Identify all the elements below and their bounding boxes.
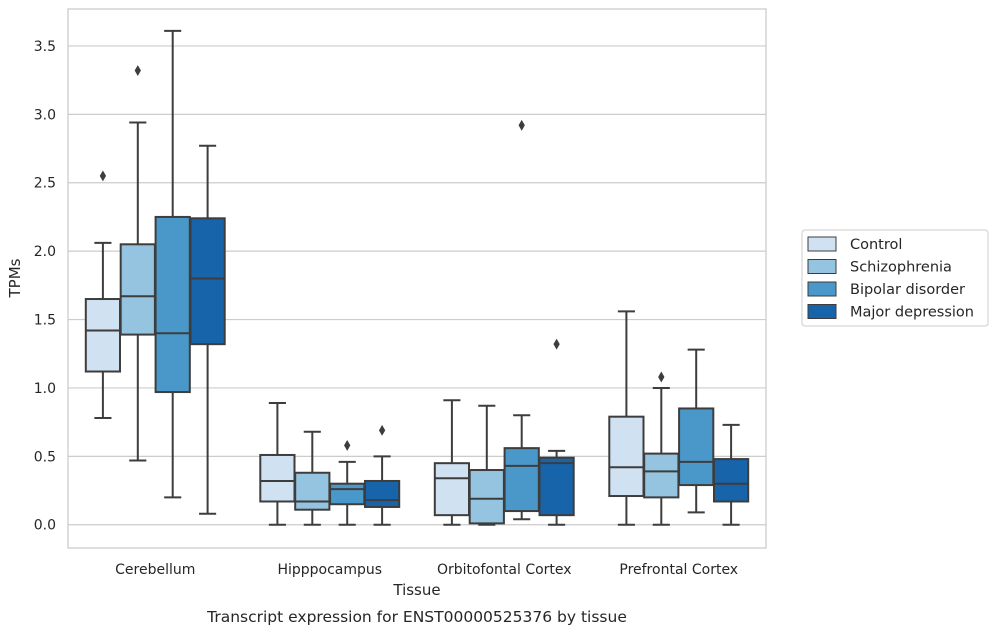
box-group: [294, 430, 331, 526]
legend-swatch: [807, 259, 837, 274]
x-axis-ticks: Cerebellum Hipppocampus Orbitofontal Corte…: [115, 562, 738, 578]
box-group: [678, 348, 715, 514]
y-tick-label: 2.5: [34, 176, 56, 192]
legend-item: Schizophrenia: [807, 259, 952, 276]
box: [678, 407, 715, 487]
box-group: [433, 399, 471, 526]
outlier-point: [344, 439, 351, 451]
legend-label: Major depression: [850, 305, 974, 321]
box-group: [154, 29, 191, 499]
box: [363, 479, 401, 508]
legend-frame: [801, 229, 989, 327]
box-group: [468, 404, 505, 526]
legend-label: Schizophrenia: [850, 260, 952, 276]
y-tick-label: 1.5: [34, 313, 56, 329]
box-group: [189, 144, 226, 515]
y-tick-label: 3.0: [34, 107, 56, 123]
x-tick-label: Cerebellum: [115, 562, 195, 578]
box-group: [119, 65, 156, 462]
y-tick-label: 2.0: [34, 244, 56, 260]
box: [643, 452, 680, 499]
legend-label: Control: [850, 237, 902, 253]
box: [538, 456, 575, 517]
y-tick-label: 3.5: [34, 39, 56, 55]
legend-swatch: [807, 236, 837, 252]
x-tick-label: Prefrontal Cortex: [619, 562, 738, 578]
outlier-point: [518, 119, 525, 131]
box-group: [363, 424, 401, 526]
box: [119, 243, 156, 336]
box: [294, 471, 331, 511]
y-tick-label: 0.5: [34, 449, 56, 465]
outlier-point: [553, 338, 560, 350]
box-group: [329, 439, 366, 526]
x-tick-label: Orbitofontal Cortex: [437, 562, 572, 578]
box-group: [503, 119, 540, 521]
box: [712, 458, 750, 503]
box-group: [538, 338, 575, 526]
y-tick-label: 0.0: [34, 518, 56, 534]
legend-item: Major depression: [807, 304, 974, 321]
box: [433, 462, 471, 517]
x-tick-label: Hipppocampus: [277, 562, 382, 578]
box: [259, 453, 296, 503]
legend-swatch: [807, 281, 837, 297]
legend-item: Bipolar disorder: [807, 281, 965, 298]
box: [468, 469, 505, 525]
figure-caption: Transcript expression for ENST0000052537…: [206, 608, 627, 626]
outlier-point: [658, 371, 665, 383]
y-axis-ticks: 0.0 0.5 1.0 1.5 2.0 2.5 3.0 3.5: [34, 39, 56, 534]
y-tick-label: 1.0: [34, 381, 56, 397]
box-group: [608, 310, 645, 526]
box: [189, 217, 226, 346]
box-group: [259, 401, 296, 526]
box-group: [712, 423, 750, 526]
legend-item: Control: [807, 236, 902, 253]
outlier-point: [134, 65, 141, 77]
outlier-point: [99, 170, 107, 182]
outlier-point: [378, 424, 386, 436]
box: [329, 482, 366, 506]
box: [84, 298, 122, 373]
y-axis-label: TPMs: [6, 258, 24, 298]
box: [608, 415, 645, 498]
legend-swatch: [807, 304, 837, 319]
box: [503, 447, 540, 513]
legend-label: Bipolar disorder: [850, 282, 965, 298]
box-group: [84, 170, 122, 420]
x-axis-label: Tissue: [392, 581, 440, 599]
box-group: [643, 371, 680, 526]
legend: Control Schizophrenia Bipolar disorder Majo…: [801, 229, 989, 327]
box-plot-marks: [84, 29, 750, 526]
plot-frame: [67, 8, 767, 549]
box: [154, 215, 191, 394]
